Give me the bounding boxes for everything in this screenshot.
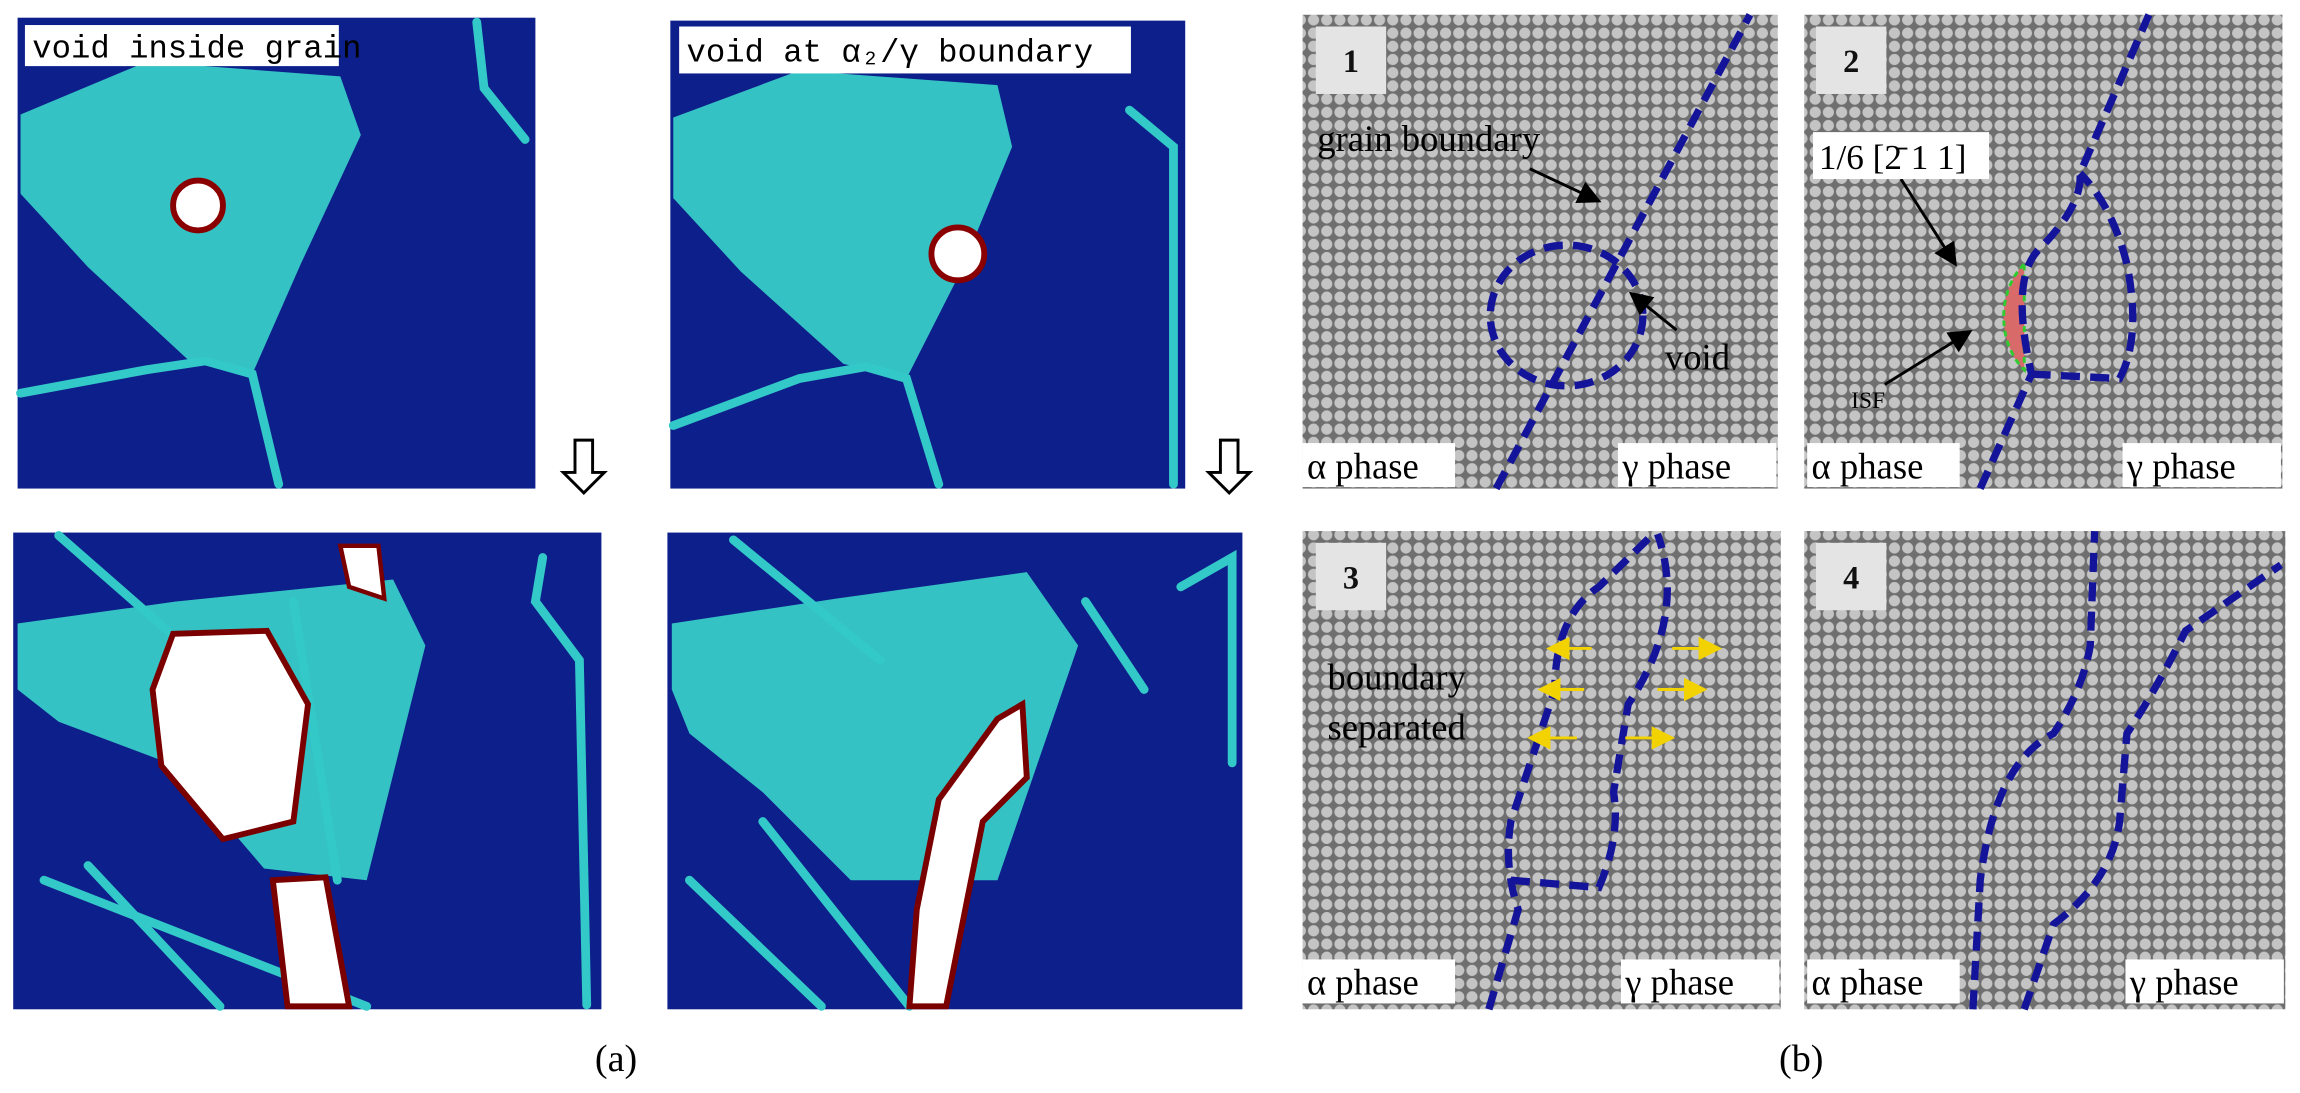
pointer: [1628, 291, 1678, 332]
frame: 1 grain boundary void α phase γ phase: [1302, 13, 1778, 491]
separation-arrows: [1526, 636, 1723, 750]
boundary: [472, 17, 530, 144]
grain-boundary-line: [1510, 532, 1671, 892]
grain-boundary-line: [1492, 13, 1754, 491]
stripe: [729, 535, 885, 665]
caption: void at α₂/γ boundary: [686, 35, 1093, 72]
phase-box: [1302, 959, 1456, 1004]
annotation: 1/6 [2̄ 1 1]: [1819, 138, 1967, 177]
pointer: [1529, 167, 1602, 203]
stripe: [83, 861, 225, 1011]
void: [170, 177, 226, 234]
annotation: boundary: [1327, 657, 1466, 698]
panel-label: (b): [1779, 1038, 1823, 1080]
grain-boundary-line: [1976, 13, 2153, 491]
void: [149, 627, 312, 843]
void: [928, 224, 988, 284]
phase-label: γ phase: [2126, 445, 2236, 486]
caption-box: [679, 26, 1131, 74]
frame-number: 3: [1343, 559, 1359, 595]
caption: void inside grain: [32, 30, 361, 67]
phase-box: [1617, 443, 1777, 488]
phase-label: γ phase: [1624, 962, 1734, 1003]
phase-label: α phase: [1812, 445, 1924, 486]
frame-number: 4: [1843, 559, 1859, 595]
frame: 4 α phase γ phase: [1804, 530, 2286, 1011]
down-arrow: [559, 438, 608, 496]
annotation: grain boundary: [1317, 118, 1541, 159]
void-outline: [2031, 170, 2137, 383]
grain-boundary-line: [1969, 530, 2099, 1010]
grain-boundary-line: [2020, 561, 2284, 1011]
frame-bg: [1302, 531, 1781, 1010]
phase-label: γ phase: [1621, 445, 1731, 486]
stripe: [1081, 597, 1149, 694]
md-snapshot: [16, 17, 536, 489]
phase-label: α phase: [1307, 445, 1419, 486]
stripe: [758, 817, 914, 1011]
md-snapshot: [13, 531, 602, 1011]
stripe: [288, 597, 342, 885]
annotation: ISF: [1851, 388, 1885, 414]
annotation: separated: [1327, 706, 1465, 747]
boundary: [1176, 549, 1237, 768]
phase-label: γ phase: [2129, 962, 2239, 1003]
boundary: [16, 356, 284, 489]
frame: 2 1/6 [2̄ 1 1] ISF α phase γ phase: [1804, 13, 2283, 491]
phase-box: [2122, 443, 2281, 488]
grain: [673, 70, 1013, 379]
frame-bg: [1804, 531, 2286, 1010]
void: [337, 543, 387, 602]
boundary: [668, 362, 944, 489]
phase-box: [1807, 959, 1960, 1004]
caption-box: [24, 25, 339, 67]
void: [906, 699, 1030, 1010]
annotation-box: [1813, 132, 1990, 180]
number-box: [1315, 542, 1387, 611]
phase-label: α phase: [1307, 962, 1419, 1003]
md-snapshot: [667, 532, 1243, 1011]
panel-label: (a): [595, 1038, 637, 1080]
frame-number: 1: [1343, 43, 1359, 79]
void: [269, 874, 353, 1010]
frame-number: 2: [1843, 43, 1859, 79]
frame: 3 boundary separated α phase γ phase: [1302, 531, 1781, 1011]
phase-box: [1302, 443, 1456, 488]
pointer: [1884, 330, 1973, 386]
phase-box: [1807, 443, 1960, 488]
boundary: [1125, 105, 1178, 489]
phase-box: [2125, 959, 2284, 1004]
md-snapshot: [668, 20, 1186, 489]
boundary: [530, 553, 592, 1010]
pointer: [1899, 178, 1957, 267]
number-box: [1815, 26, 1887, 94]
phase-label: α phase: [1812, 962, 1924, 1003]
phase-box: [1620, 959, 1780, 1004]
stripe: [685, 875, 826, 1011]
annotation: void: [1665, 337, 1730, 378]
number-box: [1815, 542, 1887, 611]
down-arrow: [1205, 438, 1254, 496]
number-box: [1315, 26, 1387, 94]
